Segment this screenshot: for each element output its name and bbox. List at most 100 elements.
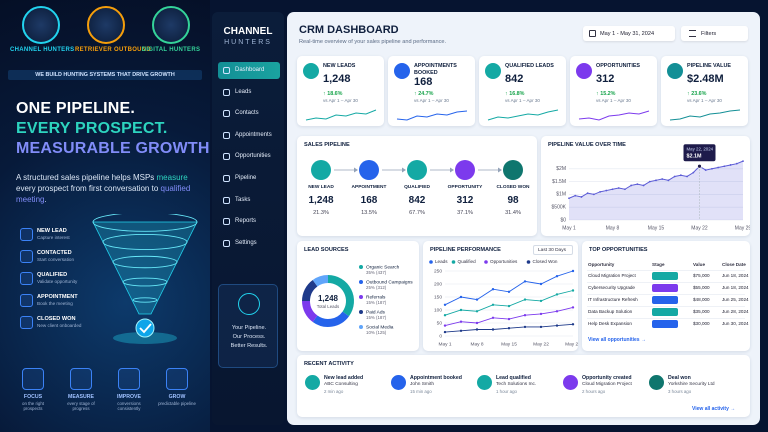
donut-total: 1,248 [318,294,339,303]
nav-icon [223,88,230,96]
series-point [507,290,511,293]
y-tick-label: $1M [556,192,566,198]
kpi-label: OPPORTUNITIES [596,63,641,69]
filters-button[interactable]: Filters [681,26,748,41]
view-all-link[interactable]: View all activity → [692,406,736,412]
table-cell: Jun 30, 2024 [722,321,749,326]
value-point [617,187,620,189]
stage-label: NEW LEAD [308,185,334,190]
stage-rate: 67.7% [409,210,425,216]
kpi-icon [485,63,501,79]
series-point [475,321,479,325]
value-point [599,190,601,193]
legend-dot [359,295,363,299]
funnel-ring [122,277,168,287]
nav-item[interactable]: Appointments [218,127,280,144]
row-divider [587,270,745,271]
nav-item[interactable]: Leads [218,84,280,101]
card-title: LEAD SOURCES [304,247,349,253]
logo-badge [87,6,125,44]
value-point [717,166,720,169]
stage-subtitle: Start conversation [37,257,75,262]
activity-time: 1 hour ago [496,389,517,394]
value-point [679,174,682,177]
logo-text: RETRIEVER OUTBOUND [75,47,152,53]
activity-title: Appointment booked [410,375,462,381]
opportunities-card: TOP OPPORTUNITIES Opportunity Stage Value Cl… [582,241,750,351]
pipeline-value-card: PIPELINE VALUE OVER TIME $0 $500K $1M $1.5M $… [541,136,750,236]
kpi-card: QUALIFIED LEADS 842 ↑ 16.8% vs Apr 1 – Apr … [479,56,566,126]
activity-time: 15 min ago [410,389,432,394]
series-point [555,324,559,327]
series-point [507,317,511,321]
donut-segment [312,311,350,327]
row-divider [587,306,745,307]
kpi-value: 842 [505,73,524,85]
table-cell: $55,000 [693,285,710,290]
y-tick-label: $500K [552,205,567,211]
nav-item[interactable]: Contacts [218,105,280,122]
stage-icon [20,316,33,329]
nav-item[interactable]: Dashboard [218,62,280,79]
nav-item[interactable]: Settings [218,235,280,252]
benefit-icon [70,368,92,390]
view-all-link[interactable]: View all opportunities → [588,337,646,343]
stage-icon [407,160,427,180]
description-part: . [44,195,47,204]
series-line [444,270,574,306]
nav-item[interactable]: Opportunities [218,148,280,165]
promo-line: Our Process. [232,334,266,340]
sparkline-line [669,109,741,121]
activity-time: 3 hours ago [668,389,692,394]
nav-item[interactable]: Pipeline [218,170,280,187]
sparkline-line [396,110,468,121]
stage-value: 842 [408,195,426,206]
donut-segment [302,279,318,302]
series-point [443,324,447,327]
series-point [571,323,575,326]
benefit-title: MEASURE [68,394,94,400]
value-point [686,175,688,178]
series-point [491,328,495,331]
opportunity-name: Cloud Migration Project [588,273,636,278]
nav-item[interactable]: Tasks [218,192,280,209]
funnel-graphic [92,214,198,344]
legend-name: Social Media [366,324,394,330]
stage-rate: 13.5% [361,210,377,216]
logo-badge [22,6,60,44]
column-header: Stage [652,262,665,267]
connector-arrow [402,167,406,173]
description-part: every prospect from first conversation t… [16,173,190,193]
nav-icon [223,175,230,182]
kpi-value: $2.48M [687,73,724,85]
date-picker[interactable]: May 1 - May 31, 2024 [583,26,675,41]
kpi-value: 168 [414,76,433,88]
promo-line: Your Pipeline. [231,325,267,331]
legend-name: Paid Ads [366,309,386,315]
donut-segment [327,275,354,317]
stage-value: 312 [456,195,474,206]
table-cell: Jun 28, 2024 [722,309,749,314]
stage-name: Proposal [657,281,674,286]
stage-subtitle: Capture interest [37,235,70,240]
kpi-label: NEW LEADS [323,63,356,69]
period-dropdown[interactable]: Last 30 Days [533,245,573,255]
activity-time: 2 min ago [324,389,344,394]
legend-name: Organic Search [366,264,400,270]
stage-rate: 21.3% [313,210,329,216]
opportunity-name: Cybersecurity Upgrade [588,285,635,290]
activity-icon [563,375,578,390]
stage-icon [20,228,33,241]
activity-title: Opportunity created [582,375,632,381]
value-point [605,189,608,192]
funnel-base-glow [113,332,177,344]
x-tick-label: May 1 [562,225,576,231]
date-range: May 1 - May 31, 2024 [600,30,655,37]
kpi-compare: vs Apr 1 – Apr 30 [596,98,631,103]
value-point [580,196,583,198]
card-title: PIPELINE PERFORMANCE [430,247,501,253]
nav-item[interactable]: Reports [218,213,280,230]
series-point [539,299,543,303]
stage-title: CONTACTED [37,250,72,256]
kpi-sparkline [305,109,377,121]
